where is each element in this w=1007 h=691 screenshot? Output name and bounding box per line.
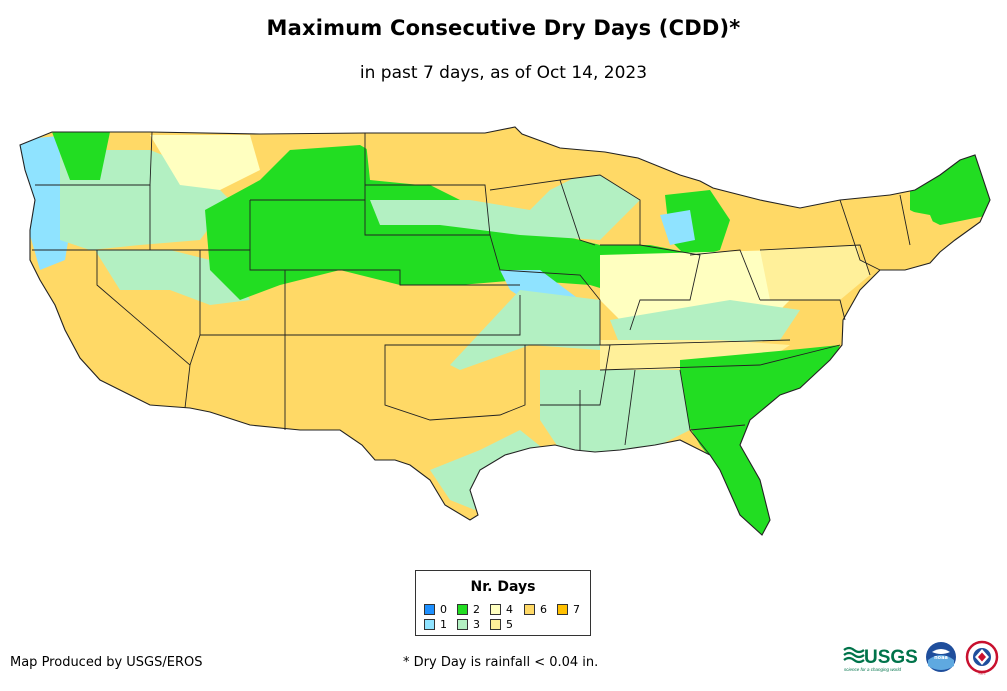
noaa-wordmark: noaa [934, 655, 948, 661]
legend-item-6: 6 [524, 604, 547, 616]
legend-swatch-0 [424, 604, 435, 615]
legend-item-7: 7 [557, 604, 580, 616]
footnote-text: * Dry Day is rainfall < 0.04 in. [403, 655, 599, 670]
legend-item-0: 0 [424, 604, 447, 616]
legend-item-5: 5 [490, 619, 513, 631]
region-cdd-3-kentucky [610, 300, 800, 345]
legend-item-4: 4 [490, 604, 513, 616]
legend-item-2: 2 [457, 604, 480, 616]
region-cdd-4-northwest [150, 135, 260, 190]
region-cdd-3-kansas-band [450, 290, 600, 370]
legend-item-3: 3 [457, 619, 480, 631]
region-cdd-5-new-york [760, 245, 870, 300]
legend-swatch-5 [490, 619, 501, 630]
legend-item-1: 1 [424, 619, 447, 631]
legend-swatch-1 [424, 619, 435, 630]
region-cdd-6-new-england [850, 200, 945, 270]
cdd-map [19, 126, 991, 536]
region-cdd-1-lake-michigan [660, 210, 695, 245]
legend-swatch-7 [557, 604, 568, 615]
region-cdd-6-minnesota [485, 133, 600, 200]
legend-title: Nr. Days [470, 579, 536, 595]
legend-swatch-6 [524, 604, 535, 615]
region-cdd-3-dakotas [370, 175, 640, 240]
agency-logos: USGS science for a changing world noaa N… [843, 640, 999, 676]
legend: Nr. Days 0 1 2 3 4 5 6 7 [415, 570, 591, 636]
usgs-logo: USGS science for a changing world [843, 646, 918, 672]
usgs-wordmark: USGS [864, 647, 918, 668]
credit-text: Map Produced by USGS/EROS [10, 655, 203, 670]
noaa-logo: noaa [926, 642, 956, 672]
region-cdd-2-southeast [680, 345, 840, 535]
region-cdd-3-deep-south [540, 370, 690, 455]
state-borders [19, 126, 991, 536]
usgs-tagline: science for a changing world [844, 667, 902, 672]
map-subtitle: in past 7 days, as of Oct 14, 2023 [359, 63, 648, 83]
nws-wordmark: NWS [978, 672, 985, 676]
legend-swatch-3 [457, 619, 468, 630]
region-cdd-6-north-dakota [365, 133, 490, 185]
map-title: Maximum Consecutive Dry Days (CDD)* [266, 16, 741, 40]
legend-swatch-4 [490, 604, 501, 615]
region-cdd-2-northwest [52, 132, 110, 180]
legend-swatch-2 [457, 604, 468, 615]
nws-logo: NWS [965, 640, 999, 676]
